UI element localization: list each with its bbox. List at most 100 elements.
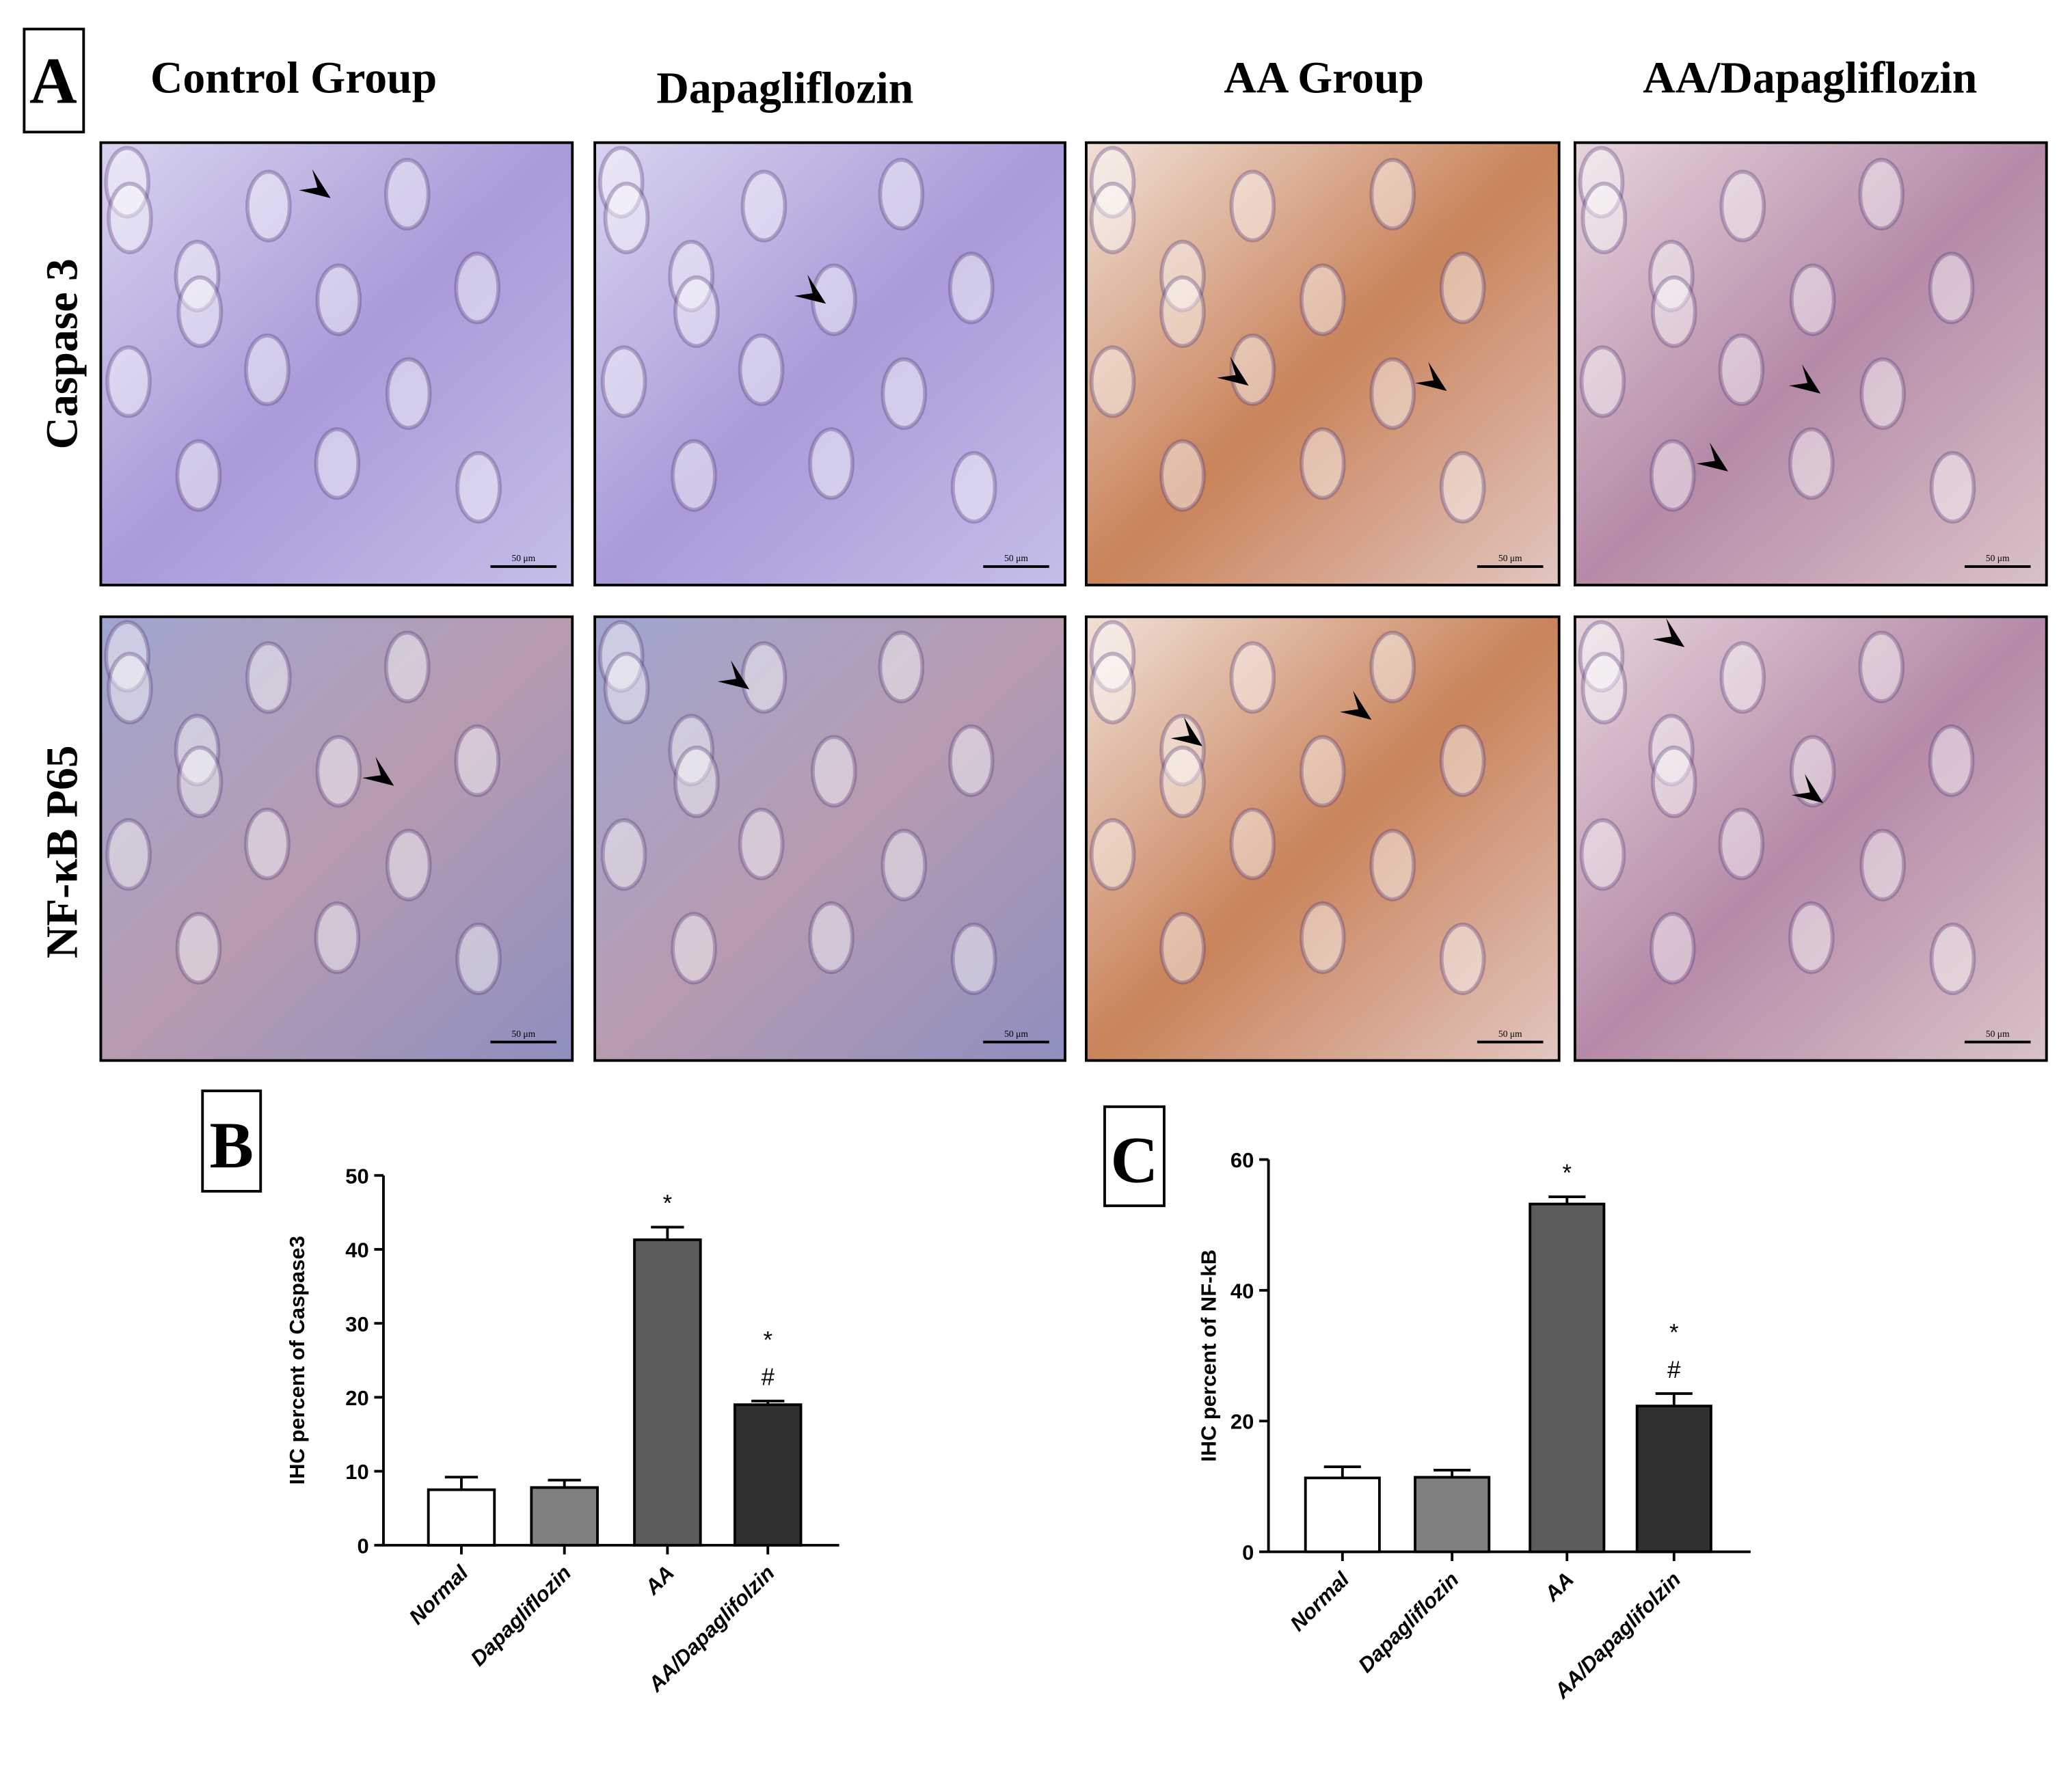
bar bbox=[1529, 1202, 1606, 1554]
gland bbox=[175, 439, 222, 512]
arrowhead bbox=[1339, 690, 1372, 720]
gland bbox=[1858, 630, 1905, 703]
gland bbox=[1579, 818, 1626, 891]
x-tick-label: Dapagliflozin bbox=[466, 1560, 576, 1670]
gland bbox=[1789, 735, 1836, 808]
significance-label: # bbox=[1667, 1357, 1681, 1383]
gland bbox=[384, 630, 431, 703]
gland bbox=[597, 146, 645, 219]
gland bbox=[454, 724, 500, 798]
charts: B IHC percent of Caspase3 0 10 20 30 40 50 Norma… bbox=[201, 1089, 1751, 1703]
gland bbox=[603, 181, 650, 254]
gland bbox=[880, 828, 928, 902]
gland bbox=[104, 146, 150, 219]
gland bbox=[1089, 146, 1136, 219]
gland bbox=[107, 181, 153, 254]
x-tick-label: Dapagliflozin bbox=[1354, 1567, 1464, 1677]
gland bbox=[1299, 901, 1346, 975]
arrowhead bbox=[717, 660, 750, 690]
micrograph bbox=[593, 615, 1066, 1062]
gland bbox=[1299, 735, 1346, 808]
gland bbox=[1159, 745, 1206, 819]
gland bbox=[1719, 641, 1766, 714]
gland bbox=[1369, 357, 1416, 430]
row-header: Caspase 3 bbox=[38, 258, 88, 449]
gland bbox=[1578, 146, 1625, 219]
gland bbox=[671, 439, 717, 512]
gland bbox=[315, 263, 362, 336]
gland bbox=[314, 901, 361, 975]
gland bbox=[455, 922, 502, 995]
gland bbox=[1159, 239, 1206, 312]
scale-bar-label: 50 μm bbox=[511, 553, 535, 563]
scale-bar-label: 50 μm bbox=[1004, 553, 1028, 563]
gland bbox=[1928, 252, 1975, 325]
arrowhead bbox=[362, 757, 394, 786]
gland bbox=[1089, 345, 1136, 418]
gland bbox=[1650, 912, 1696, 985]
gland bbox=[1858, 157, 1905, 231]
gland bbox=[1089, 620, 1136, 693]
gland bbox=[950, 922, 997, 995]
gland bbox=[1578, 620, 1625, 693]
panel-letter: C bbox=[1111, 1123, 1159, 1196]
gland bbox=[1159, 275, 1206, 349]
y-tick-label: 20 bbox=[345, 1386, 368, 1410]
gland bbox=[1369, 828, 1416, 902]
gland bbox=[811, 735, 857, 808]
arrowhead bbox=[1170, 717, 1202, 746]
panel-letter-box bbox=[201, 1089, 263, 1193]
gland bbox=[1859, 828, 1906, 902]
x-tick-label: AA bbox=[640, 1560, 679, 1599]
gland bbox=[668, 239, 714, 312]
gland bbox=[1648, 239, 1695, 312]
gland bbox=[1580, 651, 1628, 724]
y-tick-label: 40 bbox=[1230, 1279, 1254, 1303]
gland bbox=[1089, 651, 1136, 724]
gland bbox=[600, 345, 647, 418]
micrograph bbox=[593, 141, 1066, 586]
scale-bar-label: 50 μm bbox=[511, 1029, 535, 1039]
micrograph bbox=[1084, 141, 1561, 586]
gland bbox=[314, 427, 361, 500]
gland bbox=[1859, 357, 1906, 430]
significance-label: * bbox=[1563, 1161, 1572, 1187]
micrograph bbox=[1084, 615, 1561, 1062]
row-header: NF-κB P65 bbox=[38, 745, 88, 958]
gland bbox=[1439, 922, 1486, 995]
gland bbox=[1718, 333, 1765, 407]
arrowhead bbox=[1791, 774, 1824, 803]
scale-bar-label: 50 μm bbox=[1498, 1029, 1522, 1039]
micrograph bbox=[99, 615, 574, 1062]
gland bbox=[105, 345, 152, 418]
gland bbox=[104, 620, 150, 693]
gland bbox=[950, 450, 997, 524]
gland bbox=[174, 239, 221, 312]
column-header: AA Group bbox=[1224, 53, 1424, 103]
gland bbox=[600, 818, 647, 891]
gland bbox=[1159, 912, 1206, 985]
gland bbox=[1928, 724, 1975, 798]
micrograph bbox=[99, 141, 574, 586]
panel-letter-box bbox=[23, 27, 85, 134]
y-tick-label: 0 bbox=[357, 1534, 368, 1558]
gland bbox=[315, 735, 362, 808]
gland bbox=[738, 333, 785, 407]
gland bbox=[1299, 427, 1346, 500]
y-tick-label: 60 bbox=[1230, 1148, 1254, 1172]
column-header: Control Group bbox=[150, 53, 437, 103]
gland bbox=[244, 333, 291, 407]
gland bbox=[1229, 641, 1276, 714]
gland bbox=[1719, 170, 1766, 243]
column-header: Dapagliflozin bbox=[656, 64, 913, 113]
arrowhead bbox=[299, 169, 331, 198]
gland bbox=[1299, 263, 1346, 336]
scale-bar-label: 50 μm bbox=[1986, 553, 2010, 563]
gland bbox=[1648, 714, 1695, 787]
gland bbox=[1229, 170, 1276, 243]
y-tick-label: 40 bbox=[345, 1238, 368, 1262]
y-axis-label: IHC percent of Caspase3 bbox=[285, 1236, 309, 1485]
micrographs: 50 μm 50 μm 50 μm 50 μm 50 μm 50 μm 50 μm 50 μm bbox=[99, 141, 2048, 1062]
gland bbox=[1580, 181, 1628, 254]
